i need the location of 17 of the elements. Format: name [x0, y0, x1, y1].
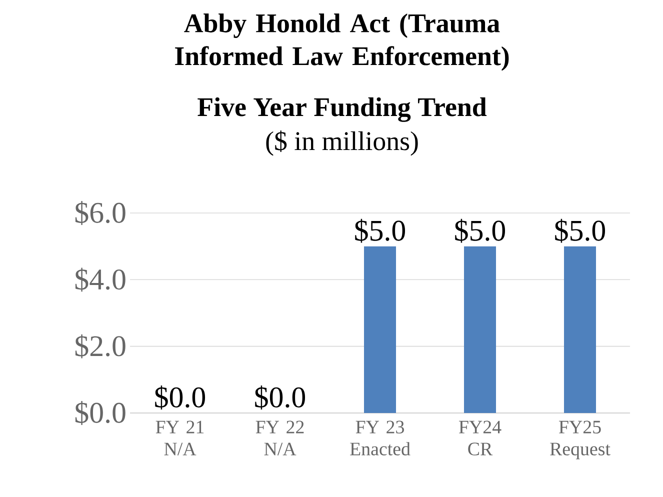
data-label: $5.0: [455, 218, 506, 243]
y-tick-label: $0.0: [75, 401, 126, 425]
x-tick-label: FY24 CR: [458, 420, 502, 456]
x-tick-label: FY 23 Enacted: [350, 420, 410, 456]
y-tick-label: $4.0: [75, 268, 126, 292]
y-tick-label: $6.0: [75, 201, 126, 225]
data-label: $0.0: [155, 386, 206, 410]
data-label: $5.0: [555, 218, 606, 243]
data-label: $5.0: [355, 218, 406, 243]
y-tick-label: $2.0: [75, 334, 126, 358]
chart-title: Abby Honold Act (Trauma Informed Law Enforcement): [175, 14, 509, 71]
x-tick-label: FY 21 N/A: [156, 420, 204, 456]
data-label: $0.0: [255, 386, 306, 410]
x-tick-label: FY 22 N/A: [256, 420, 304, 456]
chart-subtitle: Five Year Funding Trend: [198, 97, 487, 122]
text: ($ in millions): [266, 130, 418, 156]
x-tick-label: FY25 Request: [550, 420, 610, 460]
